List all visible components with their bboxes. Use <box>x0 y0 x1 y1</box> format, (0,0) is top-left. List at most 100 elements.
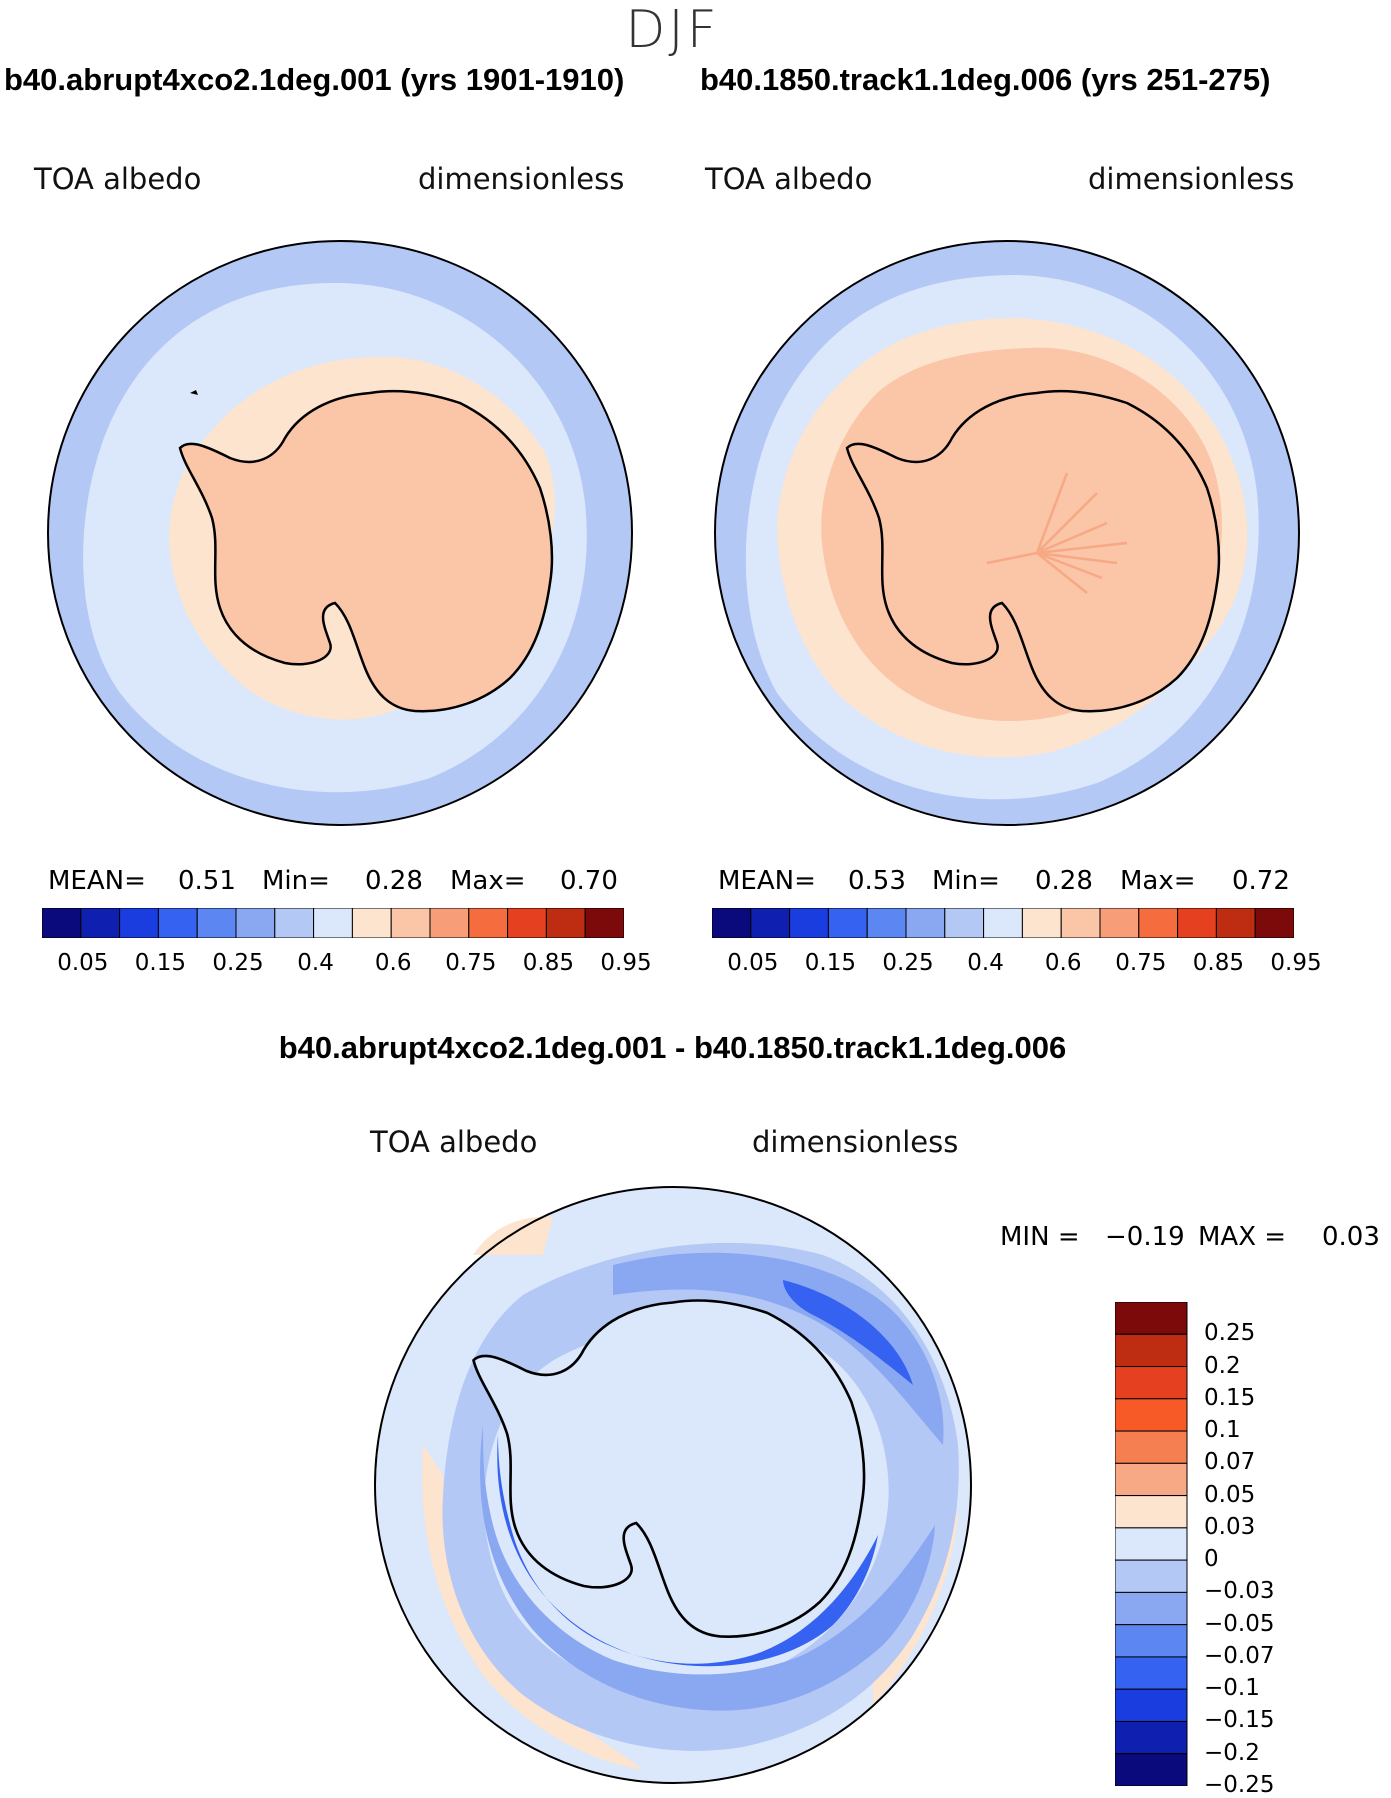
right-colorbar <box>712 908 1294 938</box>
left-variable-label: TOA albedo <box>34 162 202 196</box>
right-mean-value: 0.53 <box>848 866 906 896</box>
diff-max-label: MAX = <box>1198 1222 1287 1252</box>
diff-colorbar-swatch <box>1115 1430 1188 1464</box>
left-colorbar-swatch <box>80 908 121 938</box>
right-max-value: 0.72 <box>1232 866 1290 896</box>
diff-colorbar-swatch <box>1115 1591 1188 1626</box>
diff-colorbar-tick-label: 0.07 <box>1204 1449 1256 1476</box>
diff-colorbar-swatch <box>1115 1462 1188 1497</box>
right-variable-label: TOA albedo <box>705 162 873 196</box>
diff-colorbar-tick-label: −0.05 <box>1204 1610 1275 1637</box>
left-mean-label: MEAN= <box>48 866 146 896</box>
left-colorbar-tick-label: 0.95 <box>600 950 652 976</box>
diff-colorbar-tick-label: −0.2 <box>1204 1739 1260 1766</box>
left-colorbar-tick-label: 0.85 <box>522 950 574 976</box>
left-colorbar-swatch <box>274 908 315 938</box>
right-case-title: b40.1850.track1.1deg.006 (yrs 251-275) <box>700 62 1271 97</box>
left-max-value: 0.70 <box>560 866 618 896</box>
diff-colorbar <box>1115 1302 1188 1786</box>
left-colorbar-tick-label: 0.15 <box>134 950 186 976</box>
diff-units-label: dimensionless <box>752 1125 959 1159</box>
right-colorbar-tick-label: 0.95 <box>1270 950 1322 976</box>
right-map-boundary <box>714 240 1300 826</box>
left-map-boundary <box>47 240 633 826</box>
right-colorbar-swatch <box>789 908 829 938</box>
diff-colorbar-tick-label: −0.07 <box>1204 1642 1275 1669</box>
right-colorbar-swatch <box>1254 908 1294 938</box>
page-title: DJF <box>625 0 720 60</box>
diff-colorbar-tick-label: −0.1 <box>1204 1675 1260 1702</box>
left-colorbar-tick-label: 0.75 <box>445 950 497 976</box>
right-colorbar-tick-label: 0.85 <box>1192 950 1244 976</box>
diff-min-label: MIN = <box>1000 1222 1080 1252</box>
right-min-label: Min= <box>932 866 1000 896</box>
diff-colorbar-swatch <box>1115 1688 1188 1722</box>
left-colorbar-ticks: 0.05 0.15 0.25 0.4 0.6 0.75 0.85 0.95 <box>42 950 651 980</box>
diff-colorbar-tick-label: −0.15 <box>1204 1707 1275 1734</box>
right-colorbar-swatch <box>1177 908 1217 938</box>
diff-colorbar-swatch <box>1115 1302 1188 1335</box>
right-colorbar-ticks: 0.05 0.15 0.25 0.4 0.6 0.75 0.85 0.95 <box>712 950 1321 980</box>
left-colorbar-swatch <box>351 908 392 938</box>
diff-colorbar-swatch <box>1115 1720 1188 1755</box>
diff-colorbar-tick-label: 0.05 <box>1204 1481 1256 1508</box>
right-colorbar-tick-label: 0.25 <box>882 950 934 976</box>
right-min-value: 0.28 <box>1035 866 1093 896</box>
diff-colorbar-tick-label: 0.15 <box>1204 1384 1256 1411</box>
diff-colorbar-swatch <box>1115 1398 1188 1432</box>
right-colorbar-swatch <box>750 908 791 938</box>
diff-colorbar-swatch <box>1115 1366 1188 1400</box>
diff-colorbar-swatch <box>1115 1527 1188 1561</box>
left-colorbar-swatch <box>468 908 509 938</box>
left-colorbar-swatch <box>196 908 237 938</box>
right-colorbar-swatch <box>1060 908 1101 938</box>
left-colorbar-swatch <box>235 908 276 938</box>
left-colorbar-swatch <box>545 908 586 938</box>
right-units-label: dimensionless <box>1088 162 1295 196</box>
left-colorbar-tick-label: 0.4 <box>297 950 334 976</box>
right-colorbar-tick-label: 0.05 <box>727 950 779 976</box>
right-colorbar-tick-label: 0.75 <box>1115 950 1167 976</box>
diff-positive-patch-north <box>473 1216 553 1255</box>
diff-colorbar-swatch <box>1115 1495 1188 1529</box>
left-min-value: 0.28 <box>365 866 423 896</box>
right-colorbar-swatch <box>1215 908 1256 938</box>
left-mean-value: 0.51 <box>178 866 236 896</box>
left-colorbar-swatch <box>390 908 431 938</box>
right-colorbar-swatch <box>827 908 868 938</box>
left-polar-map <box>47 240 633 826</box>
left-colorbar-swatch <box>119 908 159 938</box>
diff-colorbar-tick-label: 0.03 <box>1204 1513 1256 1540</box>
diff-colorbar-swatch <box>1115 1624 1188 1658</box>
left-max-label: Max= <box>450 866 526 896</box>
left-colorbar-swatch <box>42 908 82 938</box>
diff-map-boundary <box>374 1186 972 1784</box>
left-colorbar-tick-label: 0.6 <box>374 950 412 976</box>
diff-colorbar-swatch <box>1115 1559 1188 1593</box>
diff-variable-label: TOA albedo <box>370 1125 538 1159</box>
diff-polar-map <box>374 1186 972 1784</box>
right-colorbar-swatch <box>1099 908 1140 938</box>
left-case-title: b40.abrupt4xco2.1deg.001 (yrs 1901-1910) <box>4 62 625 97</box>
diff-colorbar-ticks: 0.25 0.2 0.15 0.1 0.07 0.05 0.03 0 −0.03 −0.05 −0.… <box>1198 1302 1388 1798</box>
diff-colorbar-tick-label: 0.2 <box>1204 1352 1241 1379</box>
left-colorbar-swatch <box>429 908 470 938</box>
left-units-label: dimensionless <box>418 162 625 196</box>
diff-colorbar-tick-label: 0 <box>1204 1546 1219 1573</box>
diff-colorbar-swatch <box>1115 1753 1188 1786</box>
left-colorbar-swatch <box>507 908 547 938</box>
diff-strong-negative-ne <box>783 1280 913 1385</box>
diff-colorbar-swatch <box>1115 1333 1188 1368</box>
right-colorbar-swatch <box>1021 908 1062 938</box>
diff-colorbar-tick-label: 0.1 <box>1204 1417 1241 1444</box>
right-colorbar-swatch <box>983 908 1023 938</box>
right-colorbar-tick-label: 0.4 <box>967 950 1004 976</box>
left-colorbar-swatch <box>584 908 624 938</box>
left-colorbar-tick-label: 0.25 <box>212 950 264 976</box>
diff-max-value: 0.03 <box>1322 1222 1380 1252</box>
diff-colorbar-tick-label: 0.25 <box>1204 1320 1256 1347</box>
diff-min-value: −0.19 <box>1105 1222 1185 1252</box>
diff-colorbar-swatch <box>1115 1656 1188 1690</box>
right-colorbar-swatch <box>866 908 907 938</box>
left-colorbar <box>42 908 624 938</box>
